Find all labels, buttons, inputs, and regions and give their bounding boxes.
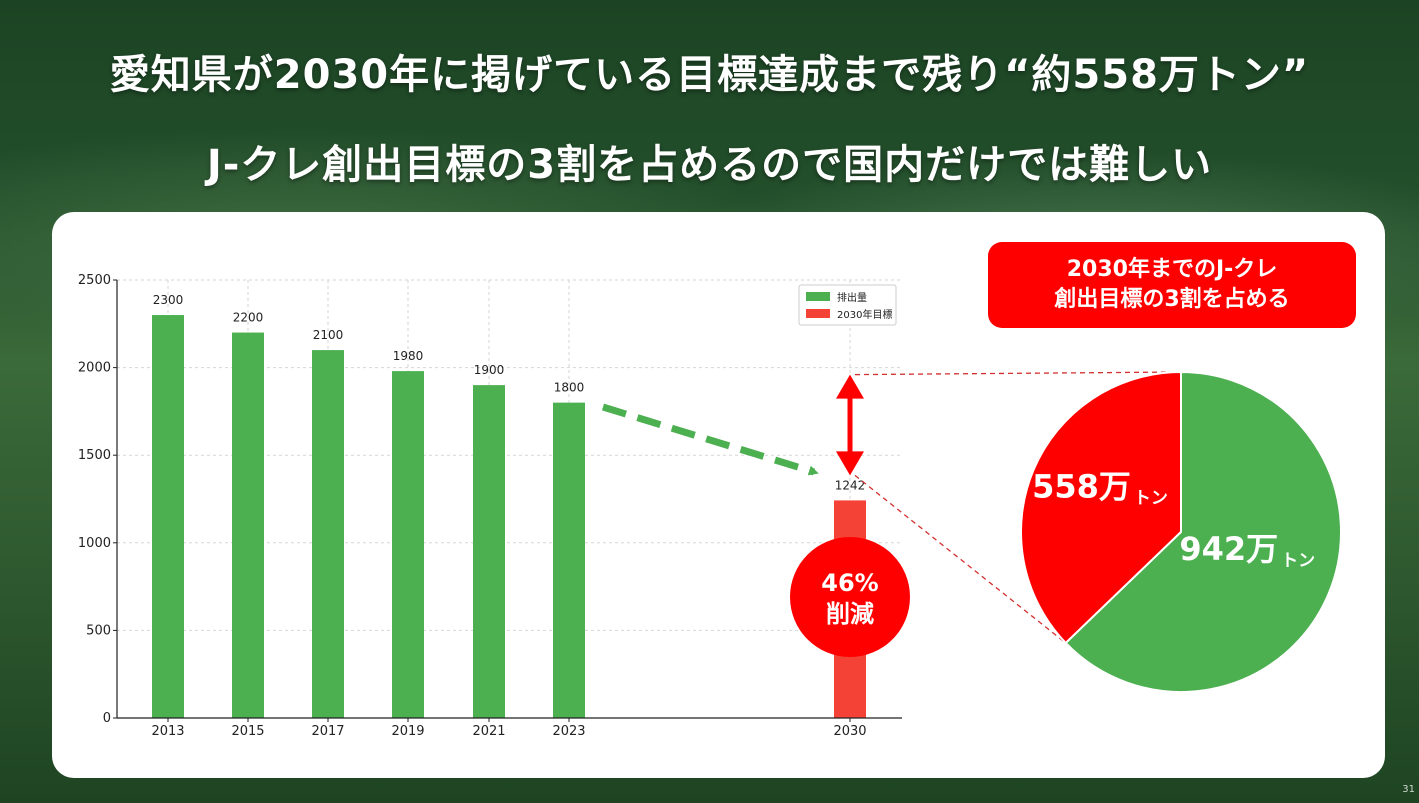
legend-label: 2030年目標 <box>837 308 892 321</box>
pie-slice-0 <box>1020 370 1182 645</box>
pie-label-unit: トン <box>1134 489 1168 509</box>
slide-title-line1: 愛知県が2030年に掲げている目標達成まで残り“約558万トン” <box>109 52 1310 98</box>
bar-2015 <box>232 332 264 718</box>
y-tick-label: 0 <box>103 711 111 726</box>
legend-label: 排出量 <box>837 291 867 304</box>
bar-2023 <box>553 402 585 718</box>
gap-arrow-head-up <box>836 374 864 399</box>
slide-title-line2: J-クレ創出目標の3割を占めるので国内だけでは難しい <box>206 142 1213 188</box>
reduction-badge-line2: 削減 <box>826 600 874 628</box>
x-tick-label: 2023 <box>552 724 585 739</box>
data-label-2013: 2300 <box>153 293 184 307</box>
bar-2021 <box>473 385 505 718</box>
legend-swatch <box>806 292 830 301</box>
connector-top <box>854 371 1182 376</box>
legend-swatch <box>806 309 830 318</box>
reduction-badge-line1: 46% <box>821 569 878 597</box>
bar-2019 <box>392 371 424 718</box>
page-number: 31 <box>1402 784 1415 795</box>
y-tick-label: 1500 <box>78 448 111 463</box>
x-tick-label: 2030 <box>833 724 866 739</box>
bar-2013 <box>152 315 184 718</box>
pie-label-value: 558万 <box>1032 468 1131 506</box>
gap-arrow-head-down <box>836 451 864 476</box>
bar-2017 <box>312 350 344 718</box>
data-label-2019: 1980 <box>393 349 424 363</box>
data-label-2023: 1800 <box>554 381 585 395</box>
pie-label-0: 558万 トン <box>1032 468 1168 509</box>
reduction-badge <box>790 537 910 657</box>
y-tick-label: 500 <box>86 623 111 638</box>
pie-slice-1 <box>1064 370 1342 693</box>
x-tick-label: 2017 <box>311 724 344 739</box>
trend-arrow <box>601 403 819 476</box>
y-tick-label: 1000 <box>78 536 111 551</box>
x-tick-label: 2021 <box>472 724 505 739</box>
target-callout: 2030年までのJ-クレ 創出目標の3割を占める <box>988 242 1356 328</box>
callout-line2: 創出目標の3割を占める <box>1054 287 1290 312</box>
x-tick-label: 2013 <box>151 724 184 739</box>
pie-label-1: 942万 トン <box>1179 530 1315 571</box>
data-label-2015: 2200 <box>233 311 264 325</box>
x-tick-label: 2015 <box>231 724 264 739</box>
callout-line1: 2030年までのJ-クレ <box>1066 257 1278 282</box>
pie-label-unit: トン <box>1281 551 1315 571</box>
data-label-2021: 1900 <box>474 363 505 377</box>
x-tick-label: 2019 <box>391 724 424 739</box>
data-label-2017: 2100 <box>313 328 344 342</box>
pie-label-value: 942万 <box>1179 530 1278 568</box>
y-tick-label: 2000 <box>78 361 111 376</box>
y-tick-label: 2500 <box>78 273 111 288</box>
data-label-2030: 1242 <box>835 478 866 492</box>
